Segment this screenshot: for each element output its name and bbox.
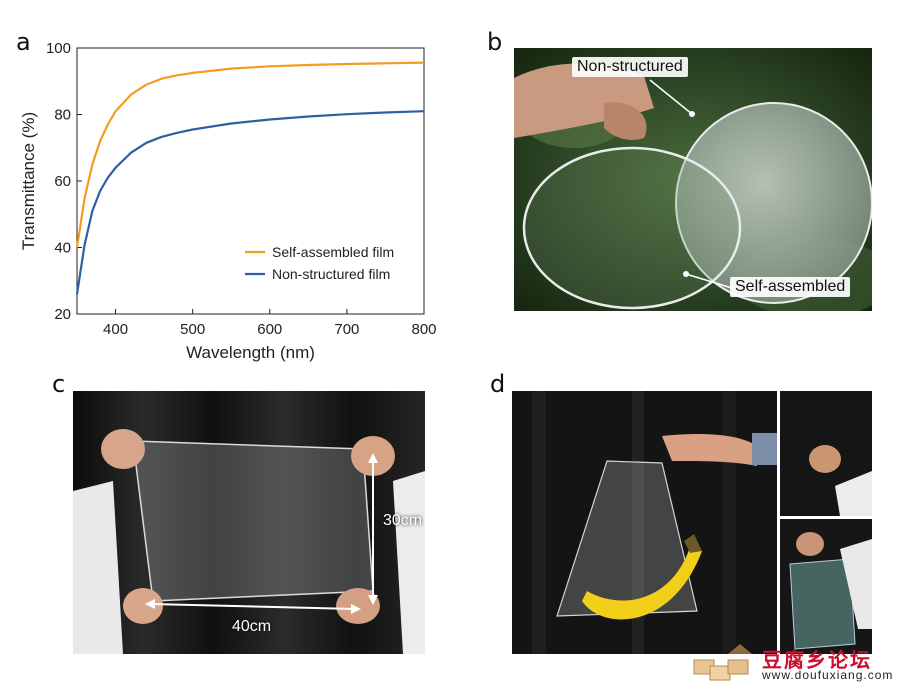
- transmittance-chart: 400 500 600 700 800 20 40 60 80 100 Wavelength (nm…: [19, 40, 437, 362]
- y-axis-label: Transmittance (%): [19, 112, 38, 250]
- x-tick-label: 800: [411, 321, 436, 338]
- series-line-non-structured: [75, 110, 425, 295]
- x-tick-label: 700: [334, 321, 359, 338]
- photo-large-film: [73, 391, 425, 654]
- panel-label-d: d: [490, 370, 506, 398]
- x-tick-label: 600: [257, 321, 282, 338]
- photo-film-bag-main: [512, 391, 777, 654]
- x-tick-label: 500: [180, 321, 205, 338]
- legend-label: Non-structured film: [272, 266, 390, 282]
- watermark-url: www.doufuxiang.com: [762, 668, 894, 682]
- y-tick-label: 40: [54, 240, 71, 257]
- watermark-title: 豆腐乡论坛: [762, 648, 872, 672]
- y-tick-label: 60: [54, 173, 71, 190]
- series-line-self-assembled: [75, 61, 425, 248]
- x-tick-label: 400: [103, 321, 128, 338]
- photo-film-bag-inset-bottom: [780, 519, 872, 654]
- callout-line-bottom: [683, 271, 733, 289]
- large-film-illustration: [73, 391, 425, 654]
- y-tick-label: 100: [46, 40, 71, 57]
- callout-line-top: [649, 79, 695, 117]
- panel-label-a: a: [16, 28, 31, 56]
- x-axis-label: Wavelength (nm): [186, 343, 315, 362]
- panel-label-b: b: [487, 28, 503, 56]
- label-non-structured: Non-structured: [572, 57, 688, 77]
- label-self-assembled: Self-assembled: [730, 277, 851, 297]
- height-dimension-label: 30cm: [383, 512, 423, 529]
- width-dimension-label: 40cm: [232, 618, 272, 635]
- film-bag-illustration: [512, 391, 777, 654]
- inset-bottom-illustration: [780, 519, 872, 654]
- tofu-logo-icon: [693, 644, 752, 681]
- y-tick-label: 80: [54, 107, 71, 124]
- site-watermark: 豆腐乡论坛 www.doufuxiang.com: [688, 640, 900, 691]
- inset-top-illustration: [780, 391, 872, 516]
- panel-label-c: c: [52, 370, 66, 398]
- legend-label: Self-assembled film: [272, 244, 394, 260]
- photo-film-bag-inset-top: [780, 391, 872, 516]
- y-tick-label: 20: [54, 306, 71, 323]
